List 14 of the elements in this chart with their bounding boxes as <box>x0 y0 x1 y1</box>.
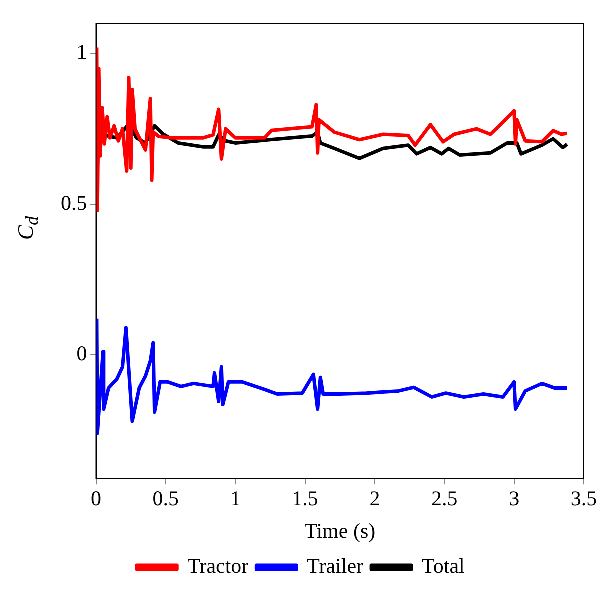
x-tick-label: 1.5 <box>292 486 318 511</box>
x-tick-label: 3 <box>509 486 520 511</box>
y-tick-label: 0 <box>76 342 88 366</box>
x-axis-title: Time (s) <box>304 518 376 543</box>
x-tick-label: 0.5 <box>152 486 180 511</box>
x-tick-label: 2 <box>370 486 380 511</box>
x-tick-label: 3.5 <box>570 486 598 511</box>
legend-label: Tractor <box>188 554 249 578</box>
x-tick-label: 2.5 <box>432 486 458 511</box>
legend-label: Trailer <box>307 554 364 578</box>
y-tick-label: 1 <box>76 40 88 64</box>
x-tick-label: 1 <box>230 486 241 511</box>
legend-label: Total <box>422 554 466 578</box>
y-tick-label: 0.5 <box>61 190 88 215</box>
